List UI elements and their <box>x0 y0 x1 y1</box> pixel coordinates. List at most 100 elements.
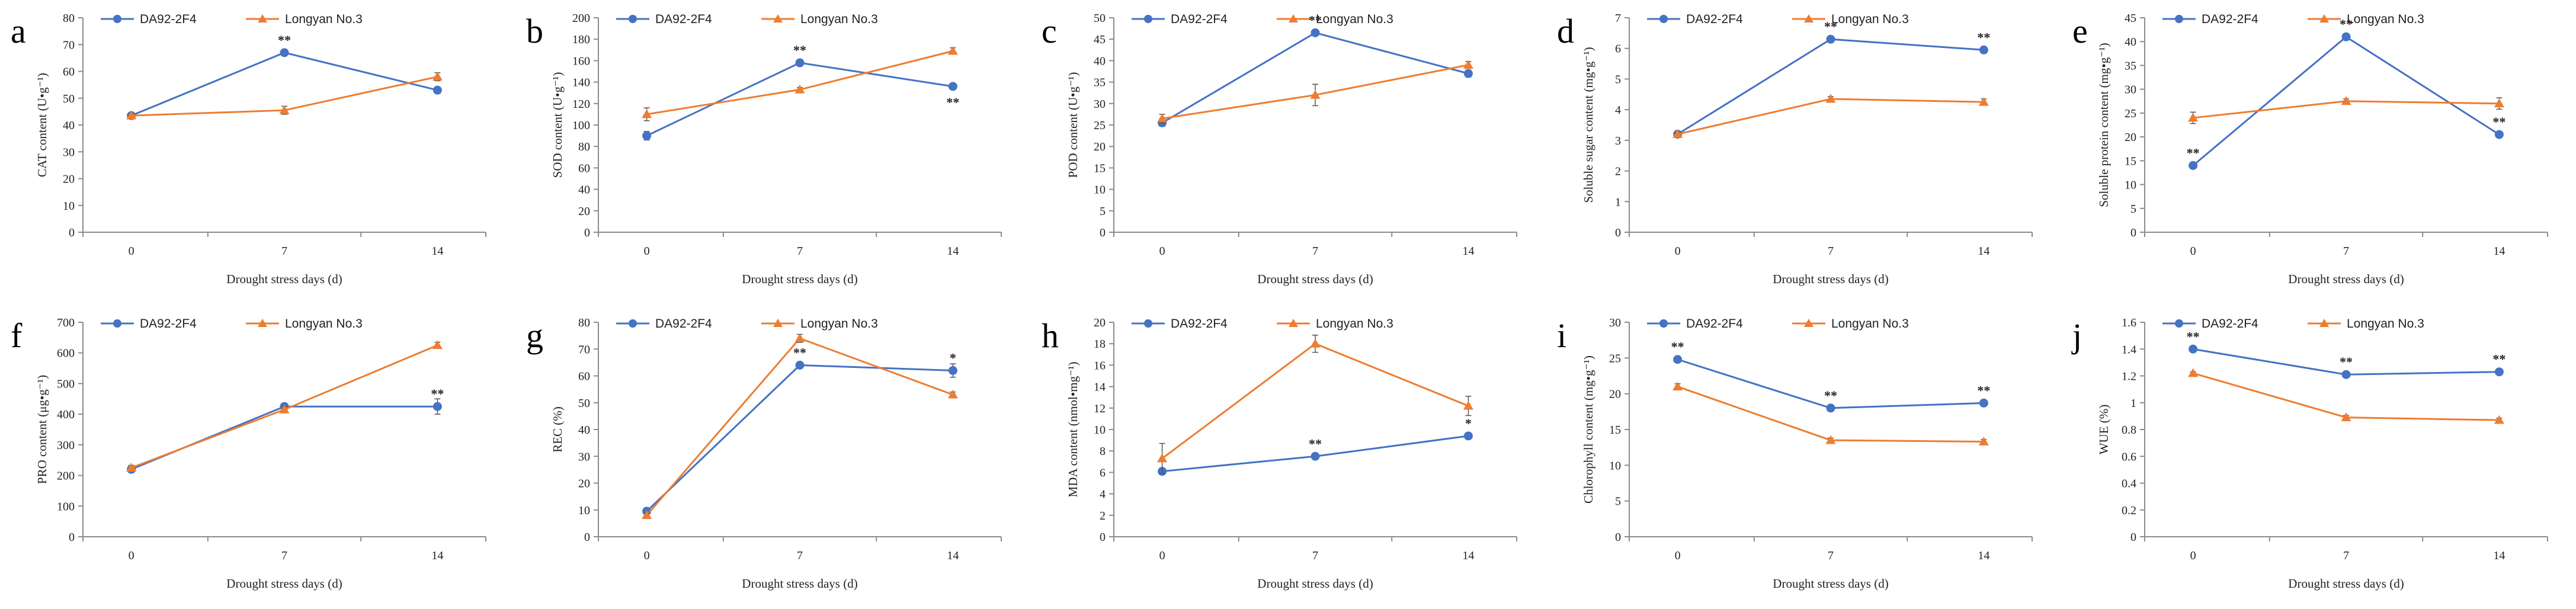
significance-mark: ** <box>2492 114 2505 129</box>
y-tick-label: 0 <box>1100 226 1106 239</box>
y-tick-label: 30 <box>2125 84 2136 97</box>
y-axis-title: MDA content (nmol•mg⁻¹) <box>1066 362 1080 498</box>
x-tick-label: 14 <box>1462 245 1474 258</box>
x-tick-label: 14 <box>1978 549 1989 562</box>
y-tick-label: 3 <box>1615 134 1621 148</box>
data-point <box>1979 45 1988 55</box>
data-point <box>1825 94 1836 103</box>
data-point <box>2189 344 2198 354</box>
y-tick-label: 20 <box>1094 316 1106 329</box>
data-point <box>642 510 652 520</box>
x-axis-title: Drought stress days (d) <box>1257 272 1373 286</box>
legend-label: DA92-2F4 <box>1171 12 1228 26</box>
data-point <box>1979 398 1988 408</box>
y-tick-label: 5 <box>1615 495 1621 508</box>
x-axis-title: Drought stress days (d) <box>1257 576 1373 591</box>
legend-label: Longyan No.3 <box>1831 317 1909 331</box>
y-tick-label: 40 <box>578 184 590 197</box>
y-tick-label: 70 <box>578 343 590 356</box>
y-tick-label: 200 <box>57 470 75 483</box>
data-point <box>1310 89 1321 99</box>
y-tick-label: 40 <box>578 424 590 437</box>
data-point <box>1463 60 1473 69</box>
x-tick-label: 14 <box>431 245 443 258</box>
data-point <box>432 85 442 95</box>
y-tick-label: 10 <box>1094 424 1106 437</box>
x-tick-label: 7 <box>281 245 287 258</box>
y-tick-label: 60 <box>578 162 590 175</box>
data-point <box>2341 32 2351 41</box>
chart-panel-d: d 0 1 2 3 4 5 6 7 0 7 14 Drought stress days (d) Solu… <box>1557 12 2033 286</box>
x-tick-label: 0 <box>644 549 650 562</box>
significance-mark: ** <box>946 95 959 110</box>
y-tick-label: 1.6 <box>2122 316 2136 329</box>
x-tick-label: 0 <box>1675 549 1681 562</box>
y-tick-label: 20 <box>63 173 75 186</box>
y-tick-label: 60 <box>578 370 590 383</box>
y-tick-label: 0 <box>1100 531 1106 544</box>
data-point <box>948 366 957 375</box>
y-tick-label: 0.4 <box>2122 477 2136 491</box>
x-tick-label: 14 <box>947 245 959 258</box>
y-tick-label: 30 <box>578 450 590 463</box>
y-tick-label: 5 <box>1615 73 1621 86</box>
legend-label: DA92-2F4 <box>1686 12 1743 26</box>
y-tick-label: 18 <box>1094 338 1106 351</box>
y-tick-label: 15 <box>1609 424 1621 437</box>
x-tick-label: 7 <box>1312 245 1318 258</box>
series-line <box>1161 31 1469 124</box>
data-point <box>1311 28 1320 37</box>
x-tick-label: 14 <box>2493 549 2505 562</box>
data-point <box>1311 451 1320 461</box>
legend-marker <box>113 15 121 23</box>
significance-mark: ** <box>2492 352 2505 367</box>
y-tick-label: 20 <box>1094 140 1106 153</box>
data-point <box>1826 34 1835 44</box>
x-tick-label: 14 <box>2493 245 2505 258</box>
y-tick-label: 4 <box>1615 104 1621 117</box>
data-point <box>126 463 137 472</box>
data-point <box>2341 96 2351 105</box>
y-tick-label: 6 <box>1615 43 1621 56</box>
chart-panel-c: c 0 5 10 15 20 25 30 35 40 45 50 0 7 14 Drought stress … <box>1042 12 1517 286</box>
significance-mark: ** <box>2187 329 2200 344</box>
x-axis-title: Drought stress days (d) <box>226 272 342 286</box>
legend-label: DA92-2F4 <box>140 317 197 331</box>
y-tick-label: 6 <box>1100 466 1106 479</box>
y-tick-label: 30 <box>1094 98 1106 111</box>
data-point <box>279 404 290 414</box>
x-tick-label: 7 <box>797 245 803 258</box>
data-point <box>126 110 137 120</box>
data-point <box>947 46 958 55</box>
data-point <box>1463 431 1473 441</box>
legend-marker <box>1659 15 1668 23</box>
y-tick-label: 0 <box>2130 226 2136 239</box>
legend-label: DA92-2F4 <box>1171 317 1228 331</box>
data-point <box>432 340 443 350</box>
y-tick-label: 35 <box>2125 59 2136 72</box>
y-tick-label: 0 <box>1615 531 1621 544</box>
data-point <box>1310 338 1321 348</box>
data-point <box>432 402 442 411</box>
chart-panel-h: h 0 2 4 6 8 10 12 14 16 18 20 0 7 14 Drought stress day… <box>1042 316 1517 591</box>
chart-panel-j: j 0 0.2 0.4 0.6 0.8 1 1.2 1.4 1.6 0 7 14 Drought stre… <box>2071 316 2548 591</box>
y-tick-label: 70 <box>63 39 75 52</box>
x-axis-title: Drought stress days (d) <box>1773 272 1888 286</box>
legend-marker <box>2319 14 2329 23</box>
legend-marker <box>1804 14 1814 23</box>
legend-marker <box>2175 15 2183 23</box>
y-axis-title: REC (%) <box>550 406 565 453</box>
y-tick-label: 15 <box>1094 162 1106 175</box>
legend-marker <box>1289 319 1298 327</box>
y-tick-label: 20 <box>1609 388 1621 401</box>
data-point <box>1673 382 1683 390</box>
y-tick-label: 12 <box>1094 402 1106 415</box>
y-tick-label: 10 <box>63 200 75 213</box>
data-point <box>280 48 289 57</box>
y-tick-label: 400 <box>57 408 75 421</box>
x-tick-label: 14 <box>1978 245 1989 258</box>
significance-mark: * <box>950 350 956 365</box>
y-tick-label: 30 <box>1609 316 1621 329</box>
y-tick-label: 500 <box>57 377 75 390</box>
y-tick-label: 0 <box>2130 531 2136 544</box>
